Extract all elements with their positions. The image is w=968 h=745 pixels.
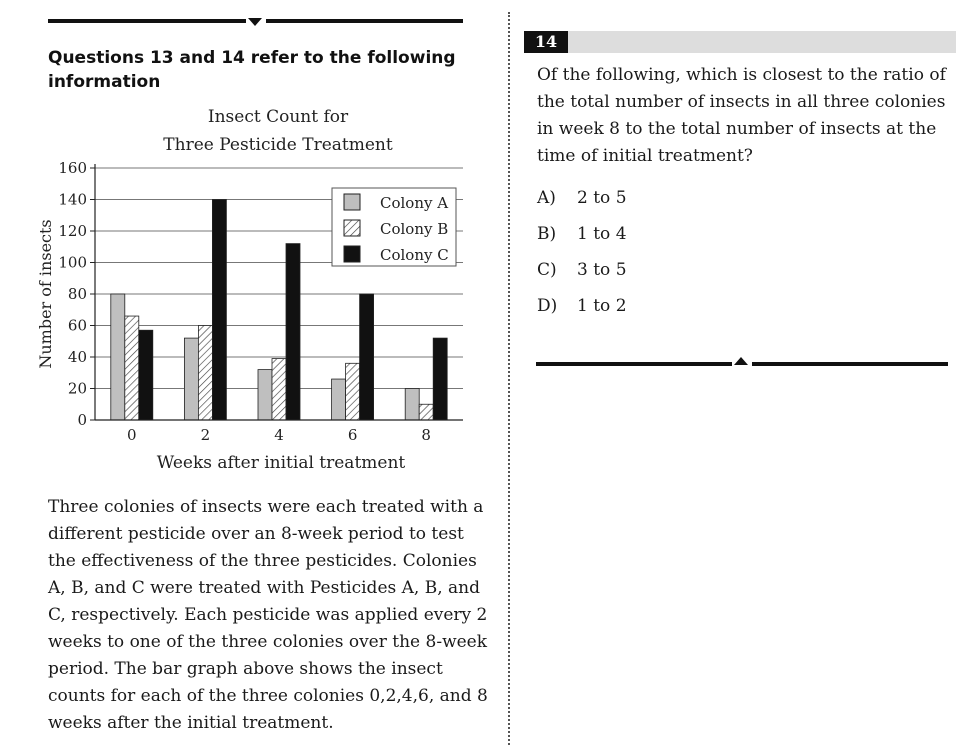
bar-colony-c-week-2 <box>211 199 227 421</box>
y-tick-label: 140 <box>58 191 87 209</box>
question-number-bar: 14 <box>524 31 956 53</box>
choice-letter: B) <box>537 224 557 244</box>
legend-label-colony-b: Colony B <box>380 220 448 238</box>
legend-swatch-colony-b <box>343 219 361 237</box>
bottom-rule-right <box>752 362 948 366</box>
x-tick-label: 0 <box>127 426 137 444</box>
choice-text: 1 to 4 <box>577 224 627 244</box>
section-heading: Questions 13 and 14 refer to the followi… <box>48 48 456 92</box>
bar-colony-a-week-6 <box>331 378 347 421</box>
question-number: 14 <box>524 31 568 53</box>
y-tick-label: 100 <box>58 254 87 272</box>
bar-colony-b-week-6 <box>345 362 361 421</box>
x-axis-label: Weeks after initial treatment <box>157 453 406 473</box>
y-tick-label: 160 <box>58 159 87 177</box>
y-tick-label: 20 <box>68 380 87 398</box>
top-rule-left <box>48 19 246 23</box>
y-tick-label: 120 <box>58 222 87 240</box>
bar-colony-a-week-8 <box>404 388 420 421</box>
bar-colony-c-week-4 <box>285 243 301 421</box>
legend-label-colony-a: Colony A <box>380 194 448 212</box>
bar-colony-b-week-2 <box>197 325 213 421</box>
y-tick-label: 80 <box>68 285 87 303</box>
bar-colony-c-week-8 <box>432 337 448 421</box>
legend-swatch-colony-c <box>343 245 361 263</box>
y-tick-label: 60 <box>68 317 87 335</box>
column-divider <box>508 12 510 745</box>
bottom-rule-triangle-icon <box>734 357 748 365</box>
y-axis-label: Number of insects <box>36 219 55 368</box>
legend-swatch-colony-a <box>343 193 361 211</box>
y-tick-label: 40 <box>68 348 87 366</box>
top-rule-triangle-icon <box>248 18 262 26</box>
choice-letter: C) <box>537 260 557 280</box>
chart-title-line: Insect Count for <box>208 107 349 127</box>
bar-colony-a-week-0 <box>110 293 126 421</box>
legend-label-colony-c: Colony C <box>380 246 449 264</box>
bar-colony-a-week-2 <box>183 337 199 421</box>
x-tick-label: 4 <box>274 426 284 444</box>
choice-text: 1 to 2 <box>577 296 627 316</box>
bottom-rule-left <box>536 362 732 366</box>
bar-colony-c-week-6 <box>359 293 375 421</box>
x-tick-label: 2 <box>201 426 211 444</box>
x-tick-label: 8 <box>421 426 431 444</box>
bar-colony-b-week-8 <box>418 403 434 421</box>
bar-colony-b-week-0 <box>124 315 140 421</box>
bar-colony-c-week-0 <box>138 329 154 421</box>
top-rule-right <box>266 19 463 23</box>
choice-text: 3 to 5 <box>577 260 627 280</box>
y-tick-label: 0 <box>77 411 87 429</box>
choice-letter: A) <box>537 188 556 208</box>
choice-text: 2 to 5 <box>577 188 627 208</box>
passage-text: Three colonies of insects were each trea… <box>48 497 488 733</box>
x-tick-label: 6 <box>348 426 358 444</box>
bar-colony-b-week-4 <box>271 358 287 421</box>
chart-title-line: Three Pesticide Treatment <box>163 135 393 155</box>
question-text: Of the following, which is closest to th… <box>537 65 946 166</box>
bar-colony-a-week-4 <box>257 369 273 421</box>
choice-letter: D) <box>537 296 558 316</box>
